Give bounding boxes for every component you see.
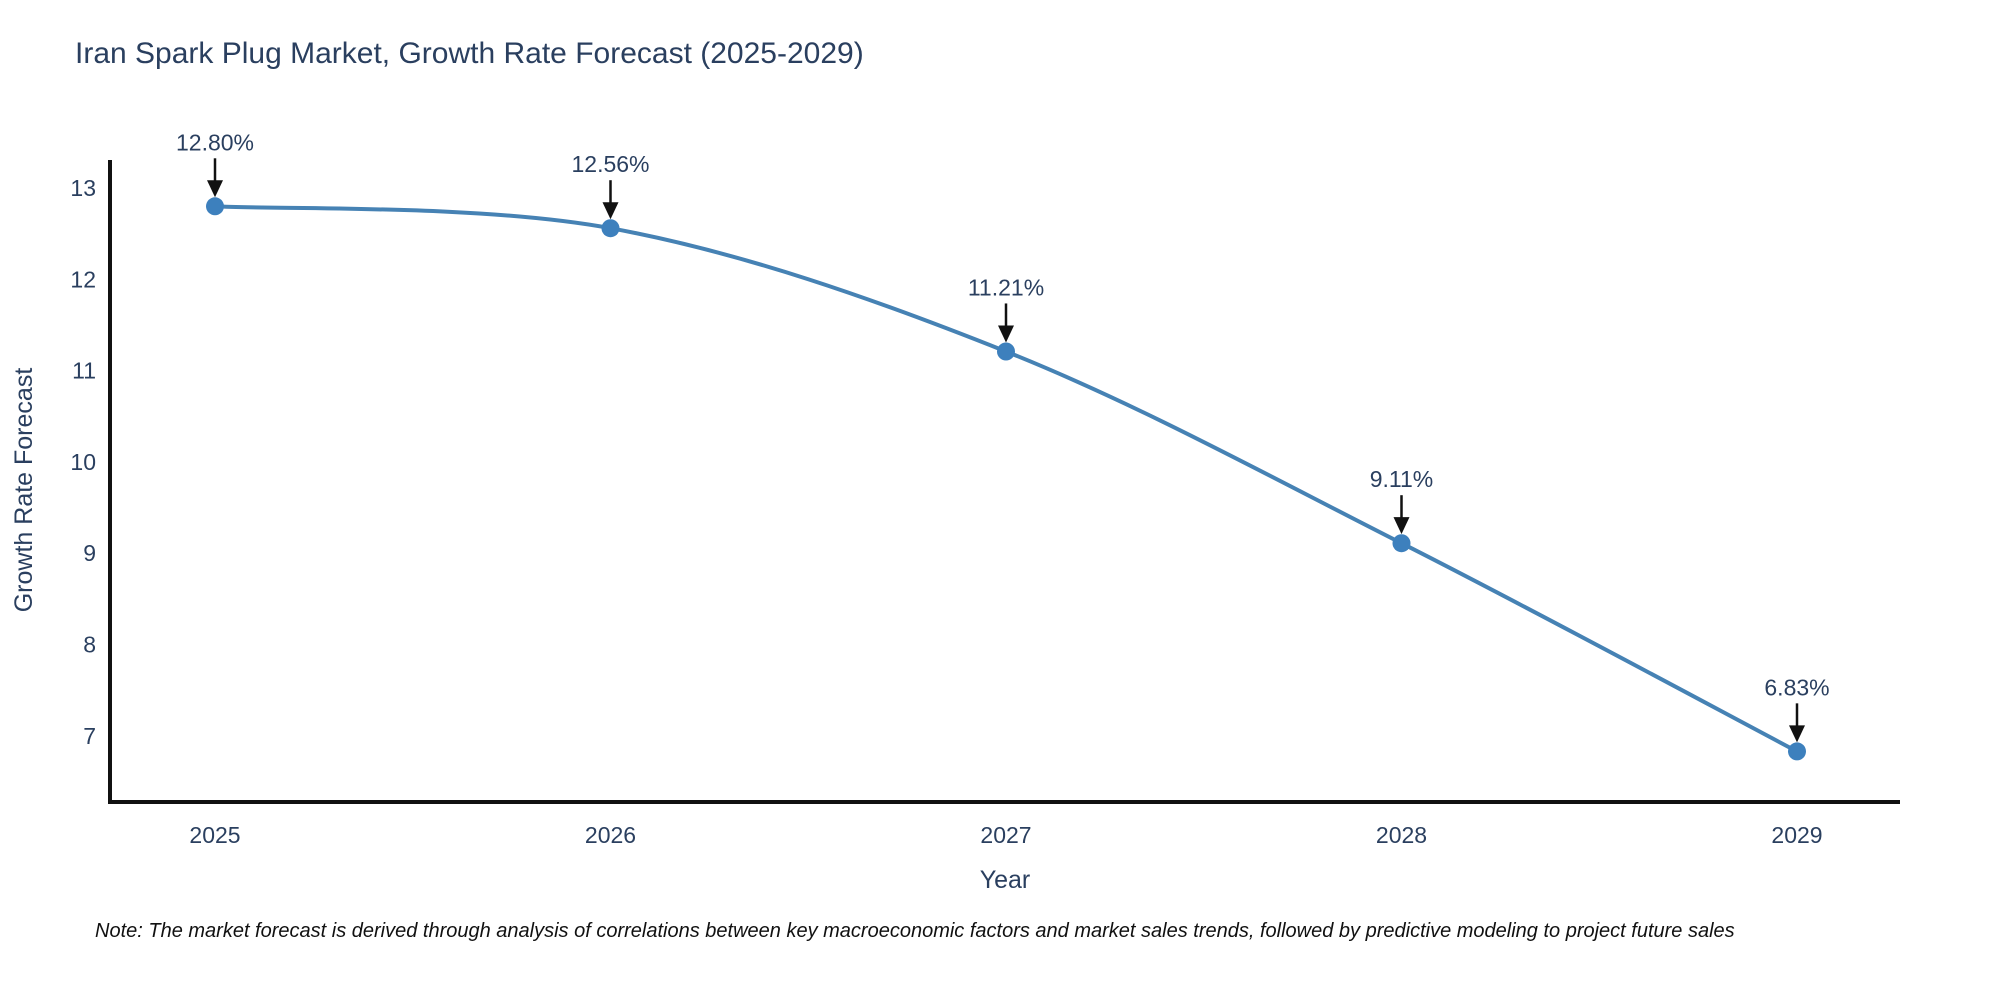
- data-point-marker: [1392, 534, 1411, 553]
- y-tick-label: 10: [70, 449, 96, 475]
- annotation-arrow-head: [602, 202, 619, 220]
- footnote-text: Note: The market forecast is derived thr…: [95, 920, 1735, 942]
- annotation-arrow-head: [998, 325, 1014, 343]
- x-tick-label: 2025: [189, 822, 240, 848]
- y-tick-label: 12: [70, 266, 96, 292]
- y-tick-label: 8: [83, 632, 96, 658]
- annotation-arrow-head: [1789, 725, 1805, 743]
- x-tick-label: 2026: [585, 822, 636, 848]
- data-point-marker: [997, 342, 1015, 361]
- y-axis-tick-labels: 7 8 9 10 11 12 13: [70, 175, 96, 749]
- x-tick-label: 2029: [1771, 822, 1822, 848]
- data-point-marker: [601, 219, 620, 238]
- y-axis-title: Growth Rate Forecast: [10, 368, 38, 613]
- data-point-value-label: 11.21%: [968, 274, 1044, 300]
- x-tick-label: 2027: [980, 822, 1031, 848]
- data-point-value-label: 12.80%: [176, 129, 254, 155]
- chart-title: Iran Spark Plug Market, Growth Rate Fore…: [75, 37, 864, 70]
- x-axis-tick-labels: 2025 2026 2027 2028 2029: [189, 822, 1822, 848]
- axis-lines: [108, 160, 1900, 804]
- y-tick-label: 7: [83, 723, 96, 749]
- x-axis-title: Year: [980, 866, 1031, 894]
- data-point-value-label: 12.56%: [571, 151, 649, 177]
- data-point-value-label: 6.83%: [1764, 674, 1829, 700]
- forecast-line-series: [206, 197, 1806, 761]
- annotation-arrow-head: [207, 180, 223, 198]
- data-point-value-label: 9.11%: [1370, 466, 1434, 492]
- point-annotations: 12.80% 12.56% 11.21% 9.11% 6.83%: [176, 129, 1830, 743]
- annotation-arrow-head: [1393, 517, 1410, 535]
- y-tick-label: 13: [70, 175, 96, 201]
- data-point-marker: [206, 197, 224, 216]
- y-tick-label: 11: [72, 358, 96, 384]
- x-tick-label: 2028: [1376, 822, 1427, 848]
- data-point-marker: [1788, 742, 1806, 761]
- y-tick-label: 9: [83, 540, 96, 566]
